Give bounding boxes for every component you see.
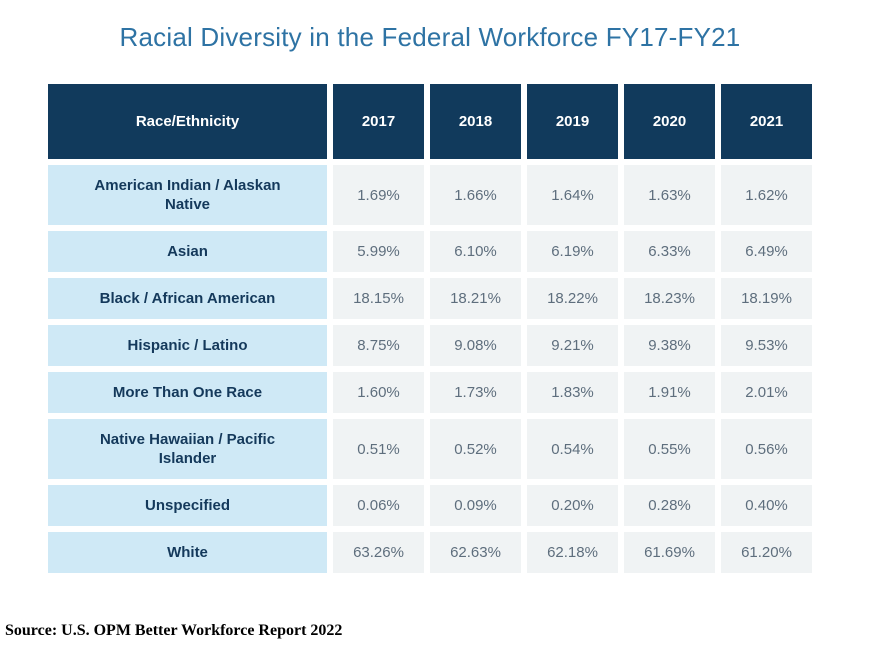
value-cell: 9.53%: [721, 325, 812, 366]
value-cell: 1.66%: [430, 165, 521, 225]
value-cell: 9.38%: [624, 325, 715, 366]
table-row: White 63.26% 62.63% 62.18% 61.69% 61.20%: [48, 532, 812, 573]
row-label: Unspecified: [48, 485, 327, 526]
row-label: Black / African American: [48, 278, 327, 319]
row-label: Hispanic / Latino: [48, 325, 327, 366]
row-label: American Indian / Alaskan Native: [48, 165, 327, 225]
value-cell: 6.49%: [721, 231, 812, 272]
table-row: Hispanic / Latino 8.75% 9.08% 9.21% 9.38…: [48, 325, 812, 366]
chart-area: Racial Diversity in the Federal Workforc…: [48, 0, 812, 573]
value-cell: 18.23%: [624, 278, 715, 319]
value-cell: 6.33%: [624, 231, 715, 272]
value-cell: 61.20%: [721, 532, 812, 573]
value-cell: 2.01%: [721, 372, 812, 413]
diversity-table: Race/Ethnicity 2017 2018 2019 2020 2021 …: [48, 84, 812, 573]
page-title: Racial Diversity in the Federal Workforc…: [119, 22, 741, 52]
value-cell: 1.69%: [333, 165, 424, 225]
value-cell: 0.09%: [430, 485, 521, 526]
value-cell: 1.83%: [527, 372, 618, 413]
table-row: Black / African American 18.15% 18.21% 1…: [48, 278, 812, 319]
value-cell: 0.20%: [527, 485, 618, 526]
value-cell: 62.63%: [430, 532, 521, 573]
value-cell: 18.22%: [527, 278, 618, 319]
value-cell: 1.91%: [624, 372, 715, 413]
column-header-2021: 2021: [721, 84, 812, 159]
row-label: More Than One Race: [48, 372, 327, 413]
value-cell: 63.26%: [333, 532, 424, 573]
table-row: Asian 5.99% 6.10% 6.19% 6.33% 6.49%: [48, 231, 812, 272]
value-cell: 1.62%: [721, 165, 812, 225]
value-cell: 0.52%: [430, 419, 521, 479]
row-label: White: [48, 532, 327, 573]
row-label: Asian: [48, 231, 327, 272]
value-cell: 18.21%: [430, 278, 521, 319]
table-row: More Than One Race 1.60% 1.73% 1.83% 1.9…: [48, 372, 812, 413]
value-cell: 1.60%: [333, 372, 424, 413]
column-header-2019: 2019: [527, 84, 618, 159]
row-label: Native Hawaiian / Pacific Islander: [48, 419, 327, 479]
value-cell: 0.06%: [333, 485, 424, 526]
value-cell: 1.63%: [624, 165, 715, 225]
value-cell: 18.15%: [333, 278, 424, 319]
value-cell: 1.64%: [527, 165, 618, 225]
value-cell: 0.51%: [333, 419, 424, 479]
column-header-2017: 2017: [333, 84, 424, 159]
value-cell: 18.19%: [721, 278, 812, 319]
value-cell: 62.18%: [527, 532, 618, 573]
table-row: American Indian / Alaskan Native 1.69% 1…: [48, 165, 812, 225]
source-citation: Source: U.S. OPM Better Workforce Report…: [5, 622, 343, 639]
table-row: Native Hawaiian / Pacific Islander 0.51%…: [48, 419, 812, 479]
value-cell: 9.21%: [527, 325, 618, 366]
value-cell: 61.69%: [624, 532, 715, 573]
column-header-2020: 2020: [624, 84, 715, 159]
table-row: Unspecified 0.06% 0.09% 0.20% 0.28% 0.40…: [48, 485, 812, 526]
column-header-race-ethnicity: Race/Ethnicity: [48, 84, 327, 159]
value-cell: 0.40%: [721, 485, 812, 526]
table-header-row: Race/Ethnicity 2017 2018 2019 2020 2021: [48, 84, 812, 159]
value-cell: 6.19%: [527, 231, 618, 272]
value-cell: 5.99%: [333, 231, 424, 272]
column-header-2018: 2018: [430, 84, 521, 159]
value-cell: 9.08%: [430, 325, 521, 366]
value-cell: 0.55%: [624, 419, 715, 479]
value-cell: 0.28%: [624, 485, 715, 526]
value-cell: 0.56%: [721, 419, 812, 479]
value-cell: 8.75%: [333, 325, 424, 366]
value-cell: 6.10%: [430, 231, 521, 272]
value-cell: 0.54%: [527, 419, 618, 479]
value-cell: 1.73%: [430, 372, 521, 413]
